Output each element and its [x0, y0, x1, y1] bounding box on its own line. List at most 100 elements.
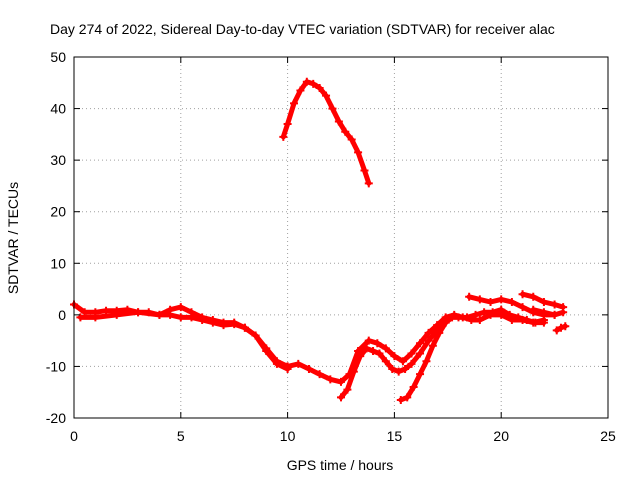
data-point: [529, 305, 538, 314]
data-point: [315, 370, 324, 379]
data-point: [134, 308, 143, 317]
grid: [74, 57, 608, 418]
ticks: 0 5 10 15 20 25 -20 -10 0 10 20 30 40 50: [46, 49, 616, 444]
y-tick-label: -10: [46, 358, 66, 374]
y-tick-label: 10: [50, 255, 66, 271]
data-point: [394, 367, 403, 376]
data-point: [322, 91, 331, 100]
data-point: [176, 303, 185, 312]
x-tick-label: 10: [280, 428, 296, 444]
satellite-track-9: [552, 322, 570, 335]
data-layer: [70, 77, 570, 404]
satellite-track-4: [337, 318, 448, 402]
x-tick-label: 0: [70, 428, 78, 444]
data-point: [315, 83, 324, 92]
x-tick-label: 25: [600, 428, 616, 444]
plot-border: [73, 56, 609, 419]
satellite-track-2: [76, 303, 292, 374]
data-point: [240, 323, 249, 332]
data-point: [424, 328, 433, 337]
satellite-track-3: [279, 77, 373, 188]
x-tick-label: 5: [177, 428, 185, 444]
data-point: [364, 179, 373, 188]
data-point: [309, 79, 318, 88]
data-point: [337, 377, 345, 386]
satellite-track-5: [396, 305, 548, 404]
data-point: [416, 349, 425, 358]
data-point: [454, 313, 463, 322]
data-point: [208, 316, 217, 325]
x-tick-label: 15: [387, 428, 403, 444]
data-point: [398, 357, 407, 366]
y-tick-label: 50: [50, 49, 66, 65]
data-point: [91, 313, 100, 322]
data-point: [539, 318, 548, 327]
data-point: [407, 349, 416, 358]
data-point: [552, 326, 561, 335]
data-point: [349, 367, 358, 376]
data-point: [369, 346, 378, 355]
satellite-track-8: [529, 305, 568, 319]
data-point: [486, 297, 495, 306]
data-point: [375, 349, 384, 358]
y-tick-label: -20: [46, 410, 66, 426]
data-point: [407, 359, 416, 368]
data-point: [550, 310, 559, 319]
data-point: [354, 148, 363, 157]
data-point: [219, 318, 228, 327]
data-point: [360, 166, 369, 175]
data-point: [409, 383, 418, 392]
data-point: [435, 328, 444, 337]
data-point: [283, 120, 292, 129]
data-point: [390, 352, 399, 361]
data-point: [388, 365, 397, 374]
data-point: [381, 357, 390, 366]
chart-title: Day 274 of 2022, Sidereal Day-to-day VTE…: [50, 21, 555, 37]
y-tick-label: 0: [58, 307, 66, 323]
data-point: [557, 323, 566, 332]
data-point: [514, 313, 523, 322]
data-point: [441, 318, 450, 327]
data-point: [507, 297, 516, 306]
data-point: [343, 385, 352, 394]
y-tick-label: 40: [50, 101, 66, 117]
data-point: [539, 297, 548, 306]
data-point: [347, 135, 356, 144]
data-point: [428, 341, 437, 350]
data-point: [176, 313, 185, 322]
data-point: [294, 359, 303, 368]
data-point: [187, 308, 196, 317]
satellite-track-6: [465, 292, 559, 319]
data-point: [475, 295, 484, 304]
x-tick-label: 20: [493, 428, 509, 444]
satellite-track-4-trace: [338, 320, 446, 400]
data-point: [279, 132, 288, 141]
data-point: [373, 339, 382, 348]
satellite-track-7: [518, 290, 568, 312]
data-point: [334, 117, 343, 126]
y-tick-label: 30: [50, 152, 66, 168]
data-point: [272, 359, 281, 368]
data-point: [401, 365, 410, 374]
data-point: [422, 357, 431, 366]
data-point: [463, 313, 472, 322]
data-point: [497, 295, 506, 304]
data-point: [561, 322, 570, 331]
data-point: [76, 313, 85, 322]
x-axis-label: GPS time / hours: [287, 457, 394, 473]
data-point: [362, 344, 371, 353]
data-point: [529, 292, 538, 301]
data-point: [403, 393, 412, 402]
data-point: [102, 306, 111, 315]
data-point: [505, 310, 514, 319]
y-axis-label: SDTVAR / TECUs: [5, 182, 21, 294]
data-point: [356, 352, 365, 361]
data-point: [488, 308, 497, 317]
data-point: [302, 77, 311, 86]
data-point: [480, 308, 489, 317]
data-point: [290, 99, 299, 108]
data-point: [381, 344, 390, 353]
data-point: [531, 318, 540, 327]
data-point: [198, 313, 207, 322]
